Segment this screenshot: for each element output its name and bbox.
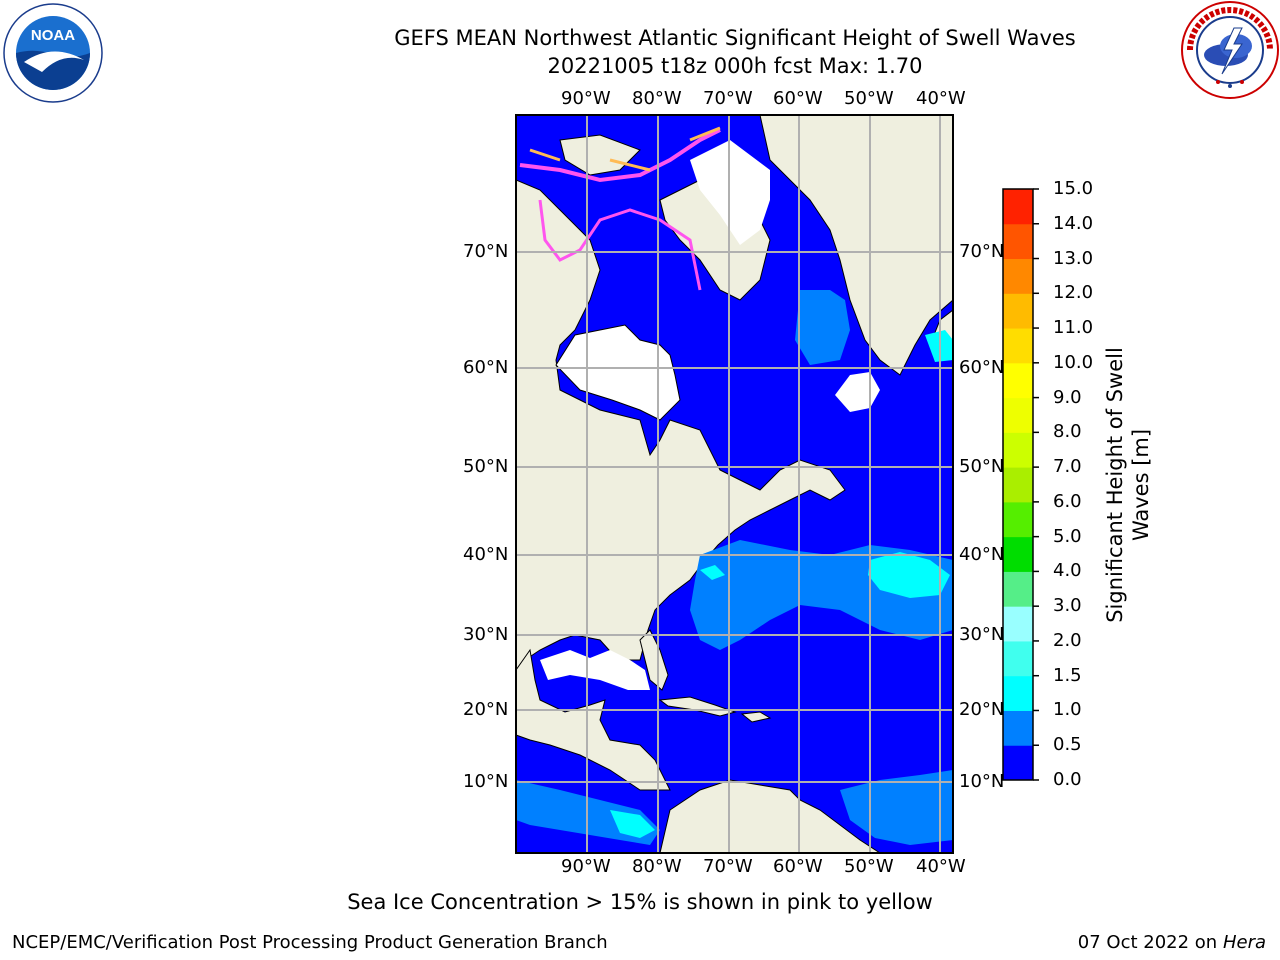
colorbar-segment (1003, 606, 1033, 642)
lat-label-left-20n: 20°N (463, 699, 509, 720)
colorbar-segment (1003, 397, 1033, 433)
colorbar-segment (1003, 467, 1033, 503)
colorbar-segment (1003, 432, 1033, 468)
lon-label-bottom-70w: 70°W (703, 856, 753, 877)
colorbar-tick-label: 0.5 (1053, 734, 1082, 756)
lat-label-right-10n: 10°N (959, 771, 1005, 792)
sea-ice-note: Sea Ice Concentration > 15% is shown in … (347, 890, 933, 914)
colorbar-label-line1: Significant Height of Swell (1103, 347, 1127, 623)
footer-host: Hera (1222, 932, 1266, 953)
lat-label-right-30n: 30°N (959, 624, 1005, 645)
lat-label-left-10n: 10°N (463, 771, 509, 792)
lon-label-top-90w: 90°W (561, 88, 611, 109)
colorbar-tick-label: 12.0 (1053, 282, 1094, 304)
colorbar-tick-label: 1.0 (1053, 699, 1082, 721)
lon-label-bottom-50w: 50°W (844, 856, 894, 877)
colorbar (1003, 188, 1039, 781)
lon-label-top-60w: 60°W (773, 88, 823, 109)
colorbar-tick-label: 14.0 (1053, 212, 1094, 234)
chart-title: GEFS MEAN Northwest Atlantic Significant… (394, 26, 1076, 50)
colorbar-frame (1002, 188, 1034, 781)
land-south-america (659, 779, 881, 853)
colorbar-tick-label: 6.0 (1053, 490, 1082, 512)
colorbar-tick-label: 8.0 (1053, 421, 1082, 443)
chart-subtitle: 20221005 t18z 000h fcst Max: 1.70 (547, 54, 923, 78)
colorbar-segment (1003, 293, 1033, 329)
land-cuba (658, 696, 737, 717)
lat-label-left-40n: 40°N (463, 544, 509, 565)
footer-branch: NCEP/EMC/Verification Post Processing Pr… (12, 932, 608, 953)
map-frame (515, 114, 954, 854)
lat-label-left-50n: 50°N (463, 456, 509, 477)
no-data-labrador (835, 372, 880, 412)
nws-logo (1181, 1, 1279, 99)
colorbar-segment (1003, 362, 1033, 399)
sea-ice-band-3 (529, 126, 721, 172)
land-mexico (516, 648, 671, 791)
lon-label-bottom-60w: 60°W (773, 856, 823, 877)
lat-label-right-40n: 40°N (959, 544, 1005, 565)
colorbar-segment (1003, 536, 1033, 572)
lon-label-top-70w: 70°W (703, 88, 753, 109)
colorbar-tick-label: 7.0 (1053, 456, 1082, 478)
no-data-gulf-mexico (540, 650, 650, 690)
colorbar-segment (1003, 745, 1033, 781)
colorbar-tick-label: 4.0 (1053, 560, 1082, 582)
lon-label-bottom-40w: 40°W (916, 856, 966, 877)
lat-label-right-50n: 50°N (959, 456, 1005, 477)
colorbar-tick-label: 5.0 (1053, 525, 1082, 547)
colorbar-segment (1003, 328, 1033, 364)
lat-label-left-30n: 30°N (463, 624, 509, 645)
colorbar-segment (1003, 501, 1033, 538)
lat-label-left-60n: 60°N (463, 357, 509, 378)
land-hispaniola (740, 711, 772, 723)
lon-label-bottom-80w: 80°W (632, 856, 682, 877)
lat-label-right-60n: 60°N (959, 357, 1005, 378)
colorbar-tick-label: 13.0 (1053, 247, 1094, 269)
colorbar-tick-label: 1.5 (1053, 664, 1082, 686)
swell-high-caribbean (610, 810, 655, 838)
noaa-logo-text: NOAA (31, 27, 75, 44)
lon-label-bottom-90w: 90°W (561, 856, 611, 877)
lat-label-right-20n: 20°N (959, 699, 1005, 720)
colorbar-tick-label: 10.0 (1053, 351, 1094, 373)
colorbar-segment (1003, 640, 1033, 677)
sea-ice-band-2 (538, 199, 702, 291)
lon-label-top-40w: 40°W (916, 88, 966, 109)
land-greenland (759, 115, 953, 376)
graticule (516, 115, 953, 853)
colorbar-segment (1003, 710, 1033, 746)
colorbar-segment (1003, 223, 1033, 260)
noaa-logo: NOAA (3, 3, 103, 103)
colorbar-label-line2: Waves [m] (1129, 428, 1153, 542)
lon-label-top-50w: 50°W (844, 88, 894, 109)
colorbar-segment (1003, 258, 1033, 294)
colorbar-tick-label: 9.0 (1053, 386, 1082, 408)
colorbar-segment (1003, 675, 1033, 711)
colorbar-tick-label: 0.0 (1053, 769, 1082, 790)
colorbar-segment (1003, 571, 1033, 607)
swell-mid-labrador (795, 290, 850, 365)
footer-date-text: 07 Oct 2022 on (1077, 932, 1218, 953)
land-florida (639, 629, 669, 691)
colorbar-label: Significant Height of Swell Waves [m] (1102, 347, 1154, 623)
colorbar-segment (1003, 189, 1033, 225)
footer-date: 07 Oct 2022 on Hera (1078, 932, 1266, 953)
swell-high-central (868, 552, 950, 598)
lat-label-right-70n: 70°N (959, 241, 1005, 262)
land-arctic-island (559, 134, 641, 176)
swell-mid-south (840, 770, 953, 845)
colorbar-tick-label: 3.0 (1053, 595, 1082, 617)
colorbar-tick-label: 15.0 (1053, 178, 1094, 199)
colorbar-tick-label: 11.0 (1053, 317, 1094, 339)
lon-label-top-80w: 80°W (632, 88, 682, 109)
sea-ice-band (519, 128, 721, 183)
lat-label-left-70n: 70°N (463, 241, 509, 262)
swell-high-small (700, 565, 725, 580)
colorbar-tick-label: 2.0 (1053, 629, 1082, 651)
